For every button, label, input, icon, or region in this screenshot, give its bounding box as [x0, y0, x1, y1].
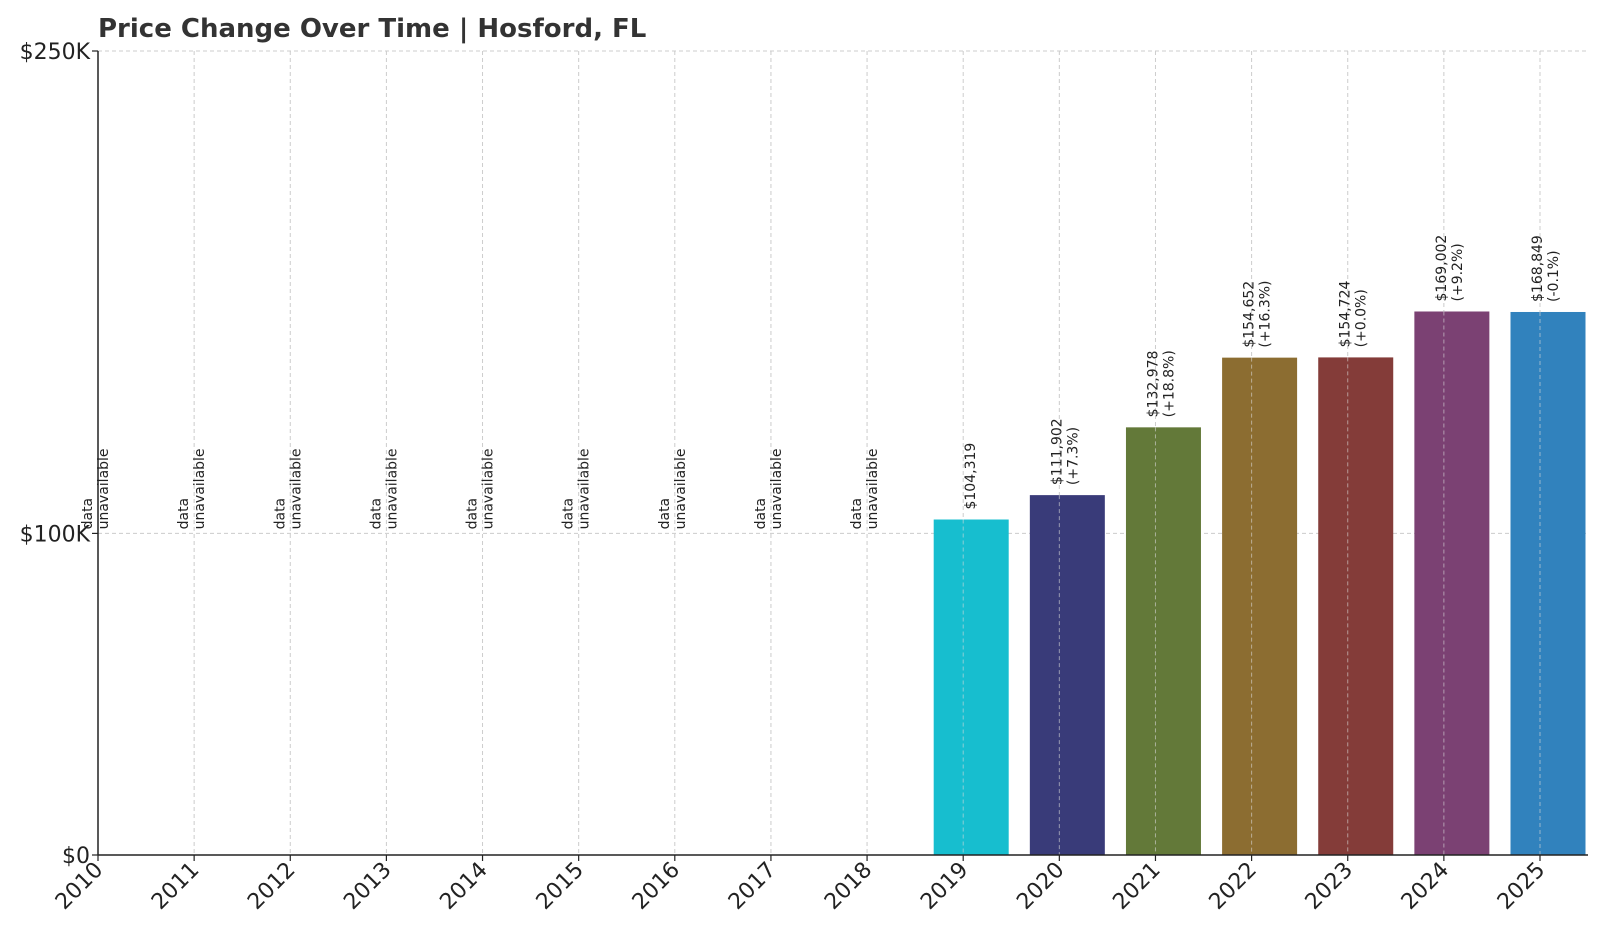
unavailable-line2: unavailable — [865, 448, 881, 529]
x-tick-label-2020: 2020 — [1012, 858, 1069, 915]
x-tick-label-2024: 2024 — [1397, 858, 1454, 915]
bar-2022 — [1222, 357, 1298, 855]
x-tick-label-2016: 2016 — [628, 858, 685, 915]
bar-label-2024: $169,002 (+9.2%) — [1434, 235, 1466, 302]
unavailable-label-2015: data unavailable — [561, 448, 593, 529]
bar-2020 — [1029, 495, 1105, 855]
bar-2023 — [1318, 357, 1394, 855]
bar-2019 — [933, 519, 1009, 855]
bar-change-label: (+7.3%) — [1065, 427, 1081, 485]
unavailable-line2: unavailable — [288, 448, 304, 529]
bar-label-2021: $132,978 (+18.8%) — [1145, 350, 1177, 417]
bar-value-label: $111,902 — [1049, 418, 1065, 485]
bar-change-label: (+0.0%) — [1354, 289, 1370, 347]
unavailable-label-2017: data unavailable — [753, 448, 785, 529]
bar-value-label: $154,724 — [1338, 281, 1354, 348]
bar-value-label: $168,849 — [1530, 235, 1546, 302]
unavailable-label-2018: data unavailable — [849, 448, 881, 529]
x-tick-label-2019: 2019 — [916, 858, 973, 915]
x-tick-label-2025: 2025 — [1493, 858, 1550, 915]
unavailable-label-2016: data unavailable — [657, 448, 689, 529]
unavailable-line2: unavailable — [384, 448, 400, 529]
bar-label-2023: $154,724 (+0.0%) — [1338, 281, 1370, 348]
y-tick-label: $0 — [62, 844, 90, 869]
x-tick-label-2011: 2011 — [147, 858, 204, 915]
bar-change-label: (-0.1%) — [1546, 250, 1562, 302]
unavailable-line2: unavailable — [96, 448, 112, 529]
unavailable-label-2012: data unavailable — [272, 448, 304, 529]
unavailable-line2: unavailable — [673, 448, 689, 529]
bar-change-label: (+16.3%) — [1258, 280, 1274, 347]
bar-value-label: $154,652 — [1242, 281, 1258, 348]
x-tick-label-2023: 2023 — [1301, 858, 1358, 915]
x-tick-label-2012: 2012 — [243, 858, 300, 915]
bar-value-label: $169,002 — [1434, 235, 1450, 302]
bar-label-2020: $111,902 (+7.3%) — [1049, 418, 1081, 485]
x-tick-label-2014: 2014 — [436, 858, 493, 915]
bar-label-2025: $168,849 (-0.1%) — [1530, 235, 1562, 302]
unavailable-line1: data — [368, 498, 384, 530]
bar-change-label: (+9.2%) — [1450, 243, 1466, 301]
bar-label-2019: $104,319 — [963, 443, 979, 510]
unavailable-label-2013: data unavailable — [368, 448, 400, 529]
bar-change-label: (+18.8%) — [1161, 350, 1177, 417]
x-tick-label-2017: 2017 — [724, 858, 781, 915]
unavailable-label-2011: data unavailable — [176, 448, 208, 529]
unavailable-line1: data — [849, 498, 865, 530]
unavailable-line1: data — [176, 498, 192, 530]
unavailable-line1: data — [657, 498, 673, 530]
bar-2024 — [1414, 311, 1490, 855]
unavailable-line2: unavailable — [192, 448, 208, 529]
y-tick-label: $250K — [20, 40, 91, 65]
unavailable-label-2014: data unavailable — [465, 448, 497, 529]
unavailable-line1: data — [561, 498, 577, 530]
x-tick-label-2015: 2015 — [532, 858, 589, 915]
unavailable-line1: data — [272, 498, 288, 530]
bar-value-label: $104,319 — [963, 443, 979, 510]
unavailable-line2: unavailable — [577, 448, 593, 529]
bar-2021 — [1125, 427, 1201, 855]
bar-value-label: $132,978 — [1145, 351, 1161, 418]
unavailable-line1: data — [753, 498, 769, 530]
unavailable-line1: data — [465, 498, 481, 530]
unavailable-line2: unavailable — [481, 448, 497, 529]
unavailable-label-2010: data unavailable — [80, 448, 112, 529]
x-tick-label-2013: 2013 — [339, 858, 396, 915]
x-tick-label-2022: 2022 — [1205, 858, 1262, 915]
bar-2025 — [1510, 311, 1586, 855]
unavailable-line1: data — [80, 498, 96, 530]
y-tick-label: $100K — [20, 522, 91, 547]
chart-title: Price Change Over Time | Hosford, FL — [98, 14, 647, 44]
x-tick-label-2021: 2021 — [1108, 858, 1165, 915]
x-tick-label-2018: 2018 — [820, 858, 877, 915]
unavailable-line2: unavailable — [769, 448, 785, 529]
bar-label-2022: $154,652 (+16.3%) — [1242, 280, 1274, 347]
